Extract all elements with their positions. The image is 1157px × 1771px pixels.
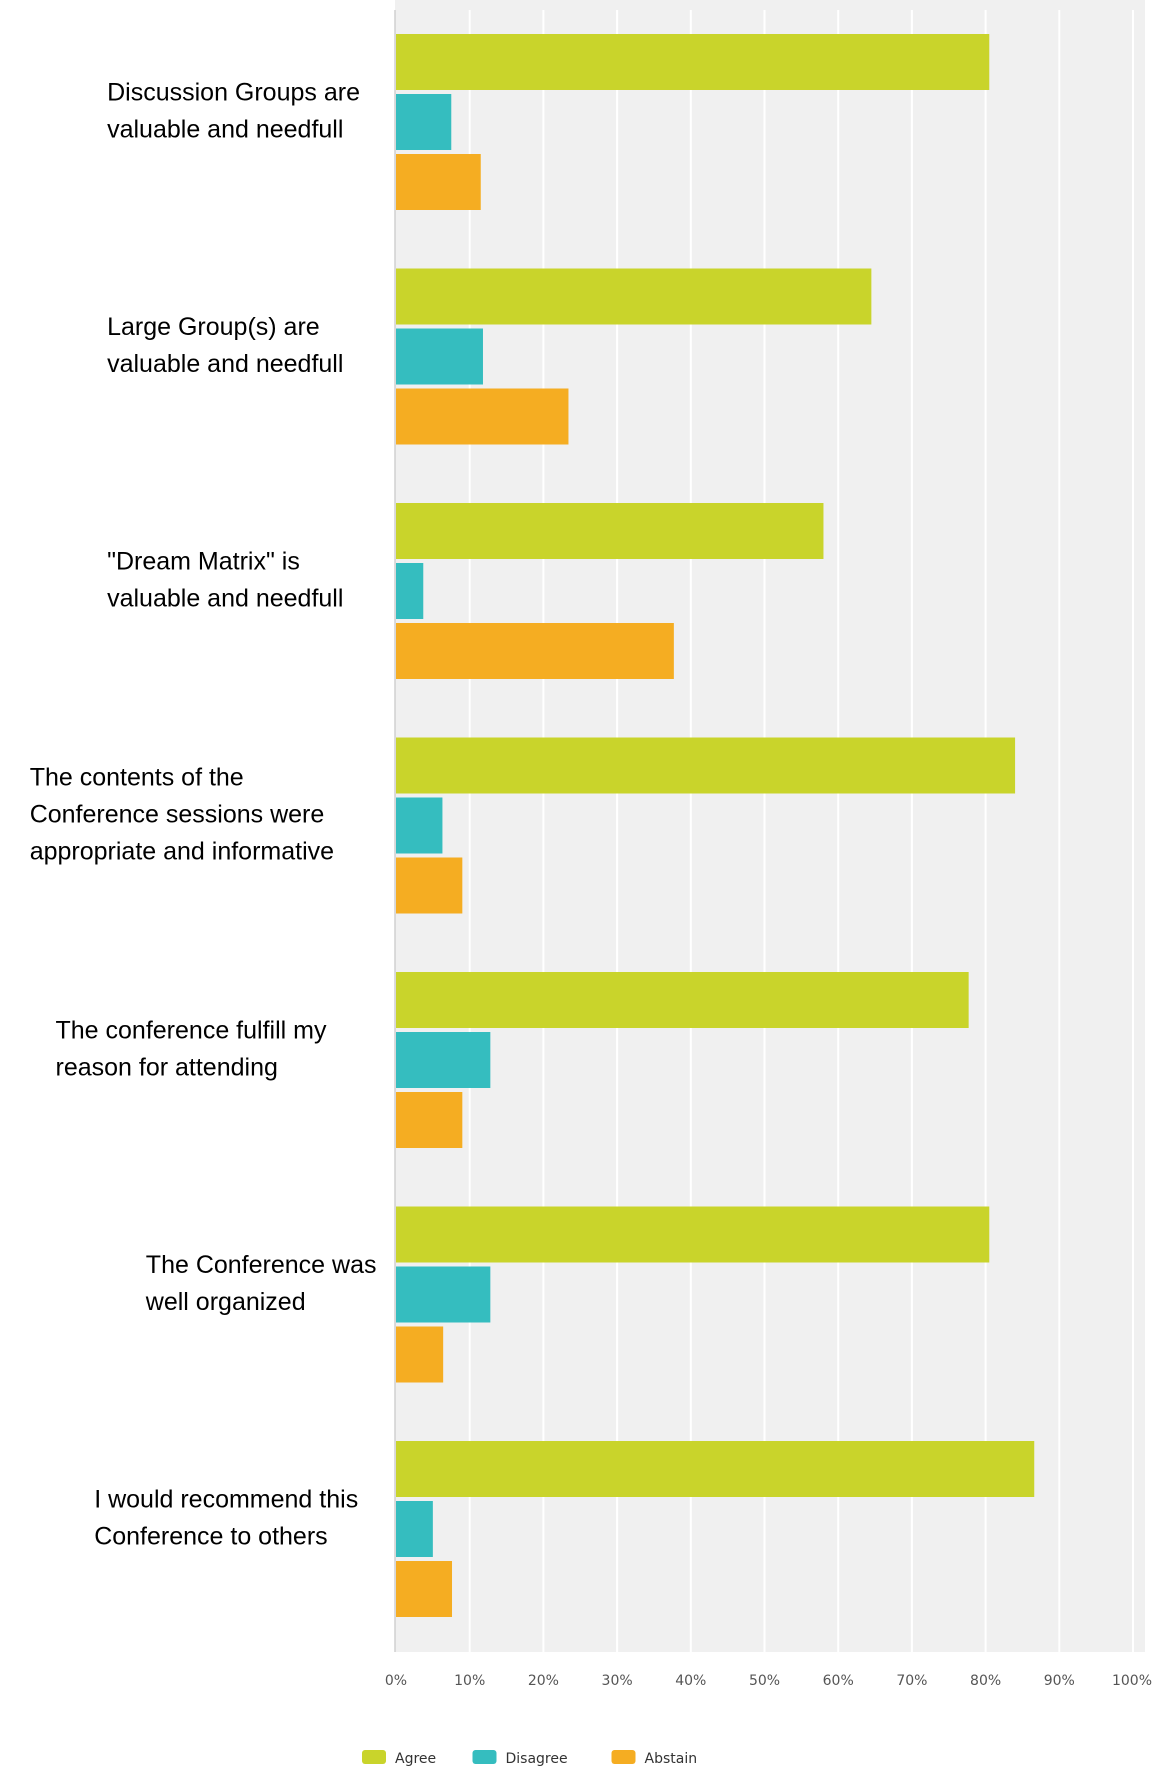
legend-label: Disagree	[506, 1751, 568, 1767]
x-tick-label: 40%	[675, 1673, 706, 1689]
bar-abstain	[396, 388, 569, 445]
bar-disagree	[396, 1266, 491, 1323]
category-label: I would recommend this	[94, 1486, 358, 1514]
legend-swatch	[472, 1750, 497, 1764]
category-label: valuable and needfull	[107, 585, 343, 613]
category-label: reason for attending	[56, 1054, 278, 1082]
x-axis-ticks: 0% 10% 20% 30% 40% 50% 60% 70% 80% 90% 100%	[385, 1673, 1152, 1689]
bar-disagree	[396, 328, 483, 385]
bar-agree	[396, 1441, 1035, 1497]
bar-disagree	[396, 1501, 433, 1557]
legend-swatch	[611, 1750, 636, 1764]
bar-disagree	[396, 563, 424, 619]
category-label: The conference fulfill my	[56, 1017, 327, 1045]
bar-agree	[396, 1206, 990, 1263]
bar-abstain	[396, 857, 463, 914]
bar-agree	[396, 737, 1016, 794]
legend-label: Agree	[395, 1751, 436, 1767]
bar-disagree	[396, 797, 443, 854]
x-tick-label: 70%	[896, 1673, 927, 1689]
plot-background	[395, 0, 1145, 1652]
x-tick-label: 10%	[454, 1673, 485, 1689]
bar-agree	[396, 34, 990, 90]
x-tick-label: 30%	[602, 1673, 633, 1689]
x-tick-label: 80%	[970, 1673, 1001, 1689]
bar-agree	[396, 503, 824, 559]
bar-abstain	[396, 1561, 453, 1617]
bar-agree	[396, 268, 872, 325]
x-tick-label: 60%	[823, 1673, 854, 1689]
category-label: appropriate and informative	[30, 838, 334, 866]
legend-label: Abstain	[645, 1751, 698, 1767]
legend: Agree Disagree Abstain	[362, 1750, 697, 1767]
bar-abstain	[396, 1326, 444, 1383]
category-label: valuable and needfull	[107, 116, 343, 144]
bar-abstain	[396, 1092, 463, 1148]
category-label: Conference sessions were	[30, 801, 325, 829]
bar-abstain	[396, 154, 481, 210]
x-tick-label: 50%	[749, 1673, 780, 1689]
bar-abstain	[396, 623, 674, 679]
x-tick-label: 20%	[528, 1673, 559, 1689]
bar-disagree	[396, 1032, 491, 1088]
legend-swatch	[362, 1750, 386, 1764]
x-tick-label: 0%	[385, 1673, 407, 1689]
category-label: The contents of the	[30, 764, 244, 792]
category-label: valuable and needfull	[107, 350, 343, 378]
bars	[396, 34, 1035, 1617]
category-labels: Discussion Groups are valuable and needfu…	[30, 79, 377, 1551]
category-label: The Conference was	[146, 1251, 377, 1279]
x-tick-label: 100%	[1112, 1673, 1152, 1689]
category-label: Conference to others	[94, 1523, 327, 1551]
bar-disagree	[396, 94, 452, 150]
category-label: "Dream Matrix" is	[107, 548, 300, 576]
category-label: well organized	[145, 1288, 306, 1316]
category-label: Discussion Groups are	[107, 79, 360, 107]
category-label: Large Group(s) are	[107, 313, 320, 341]
x-tick-label: 90%	[1044, 1673, 1075, 1689]
bar-agree	[396, 972, 969, 1028]
